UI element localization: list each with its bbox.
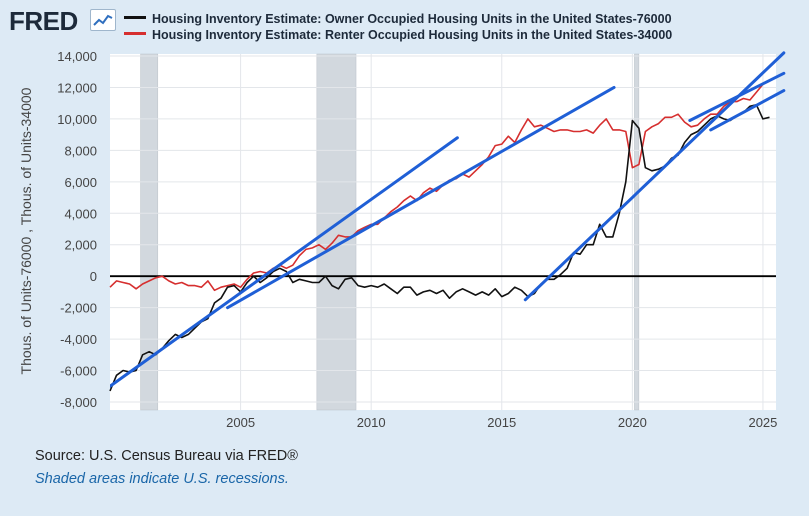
x-tick-label-0: 2005 [226,415,255,430]
trend-line-4 [709,89,786,132]
x-tick-label-3: 2020 [618,415,647,430]
recession-band-0 [140,53,159,411]
legend-item-renter[interactable]: Housing Inventory Estimate: Renter Occup… [124,28,672,44]
y-tick-label-1: -6,000 [60,364,97,379]
series-line-owner [109,104,770,392]
legend-swatch-renter [124,32,146,36]
y-tick-label-0: -8,000 [60,395,97,410]
fred-logo[interactable]: FRED [9,6,78,36]
trend-line-0 [110,136,459,388]
chart-header: FRED Housing Inventory Estimate: Owner O… [0,0,809,50]
legend-swatch-owner [124,16,146,20]
legend-item-owner[interactable]: Housing Inventory Estimate: Owner Occupi… [124,12,672,28]
y-tick-label-6: 4,000 [64,206,97,221]
trend-line-3 [688,71,786,122]
y-tick-label-11: 14,000 [57,49,97,64]
x-tick-label-4: 2025 [748,415,777,430]
recession-band-2 [634,53,640,411]
y-tick-label-8: 8,000 [64,143,97,158]
trend-lines [110,51,786,388]
plot-background [110,54,776,410]
chart-line-icon [90,9,116,31]
x-tick-label-1: 2010 [357,415,386,430]
y-tick-label-4: 0 [90,269,97,284]
y-tick-label-3: -2,000 [60,301,97,316]
x-tick-label-2: 2015 [487,415,516,430]
recession-band-1 [316,53,357,411]
legend-label-renter: Housing Inventory Estimate: Renter Occup… [152,28,673,42]
y-axis-ticks: -8,000 -6,000 -4,000 -2,000 0 2,000 4,000 6,000… [57,49,97,410]
y-axis-label: Thous. of Units-76000 , Thous. of Units-… [18,87,34,375]
x-axis-ticks: 2005 2010 2015 2020 2025 [226,415,777,430]
recession-bands [140,53,640,411]
y-tick-label-2: -4,000 [60,332,97,347]
legend-label-owner: Housing Inventory Estimate: Owner Occupi… [152,12,672,26]
recession-note[interactable]: Shaded areas indicate U.S. recessions. [35,471,289,487]
trend-line-1 [226,85,616,310]
y-tick-label-7: 6,000 [64,175,97,190]
y-tick-label-10: 12,000 [57,80,97,95]
source-text: Source: U.S. Census Bureau via FRED® [35,448,298,464]
y-tick-label-9: 10,000 [57,112,97,127]
y-tick-label-5: 2,000 [64,238,97,253]
